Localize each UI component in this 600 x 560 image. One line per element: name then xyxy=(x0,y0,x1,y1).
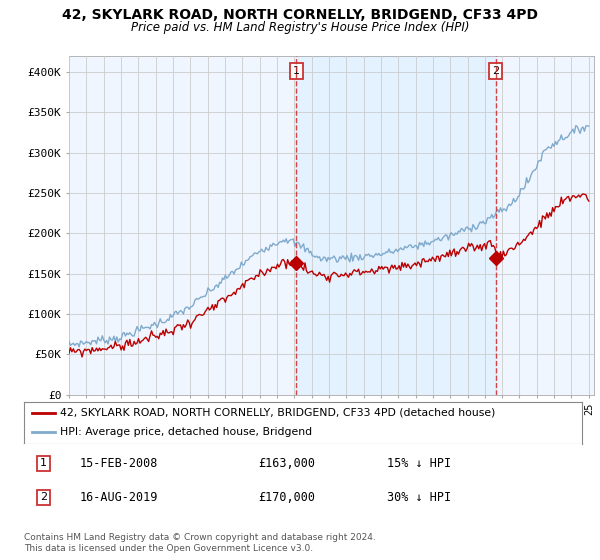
Text: £170,000: £170,000 xyxy=(259,491,316,504)
Text: 42, SKYLARK ROAD, NORTH CORNELLY, BRIDGEND, CF33 4PD (detached house): 42, SKYLARK ROAD, NORTH CORNELLY, BRIDGE… xyxy=(60,408,496,418)
Text: 1: 1 xyxy=(40,459,47,469)
Text: 2: 2 xyxy=(492,66,499,76)
Text: 42, SKYLARK ROAD, NORTH CORNELLY, BRIDGEND, CF33 4PD: 42, SKYLARK ROAD, NORTH CORNELLY, BRIDGE… xyxy=(62,8,538,22)
Text: 16-AUG-2019: 16-AUG-2019 xyxy=(80,491,158,504)
Text: Contains HM Land Registry data © Crown copyright and database right 2024.
This d: Contains HM Land Registry data © Crown c… xyxy=(24,533,376,553)
Text: HPI: Average price, detached house, Bridgend: HPI: Average price, detached house, Brid… xyxy=(60,427,313,437)
Text: 15-FEB-2008: 15-FEB-2008 xyxy=(80,457,158,470)
Text: 2: 2 xyxy=(40,492,47,502)
Text: £163,000: £163,000 xyxy=(259,457,316,470)
Text: 30% ↓ HPI: 30% ↓ HPI xyxy=(387,491,451,504)
Text: Price paid vs. HM Land Registry's House Price Index (HPI): Price paid vs. HM Land Registry's House … xyxy=(131,21,469,34)
Text: 1: 1 xyxy=(293,66,300,76)
Bar xyxy=(296,56,496,395)
Text: 15% ↓ HPI: 15% ↓ HPI xyxy=(387,457,451,470)
